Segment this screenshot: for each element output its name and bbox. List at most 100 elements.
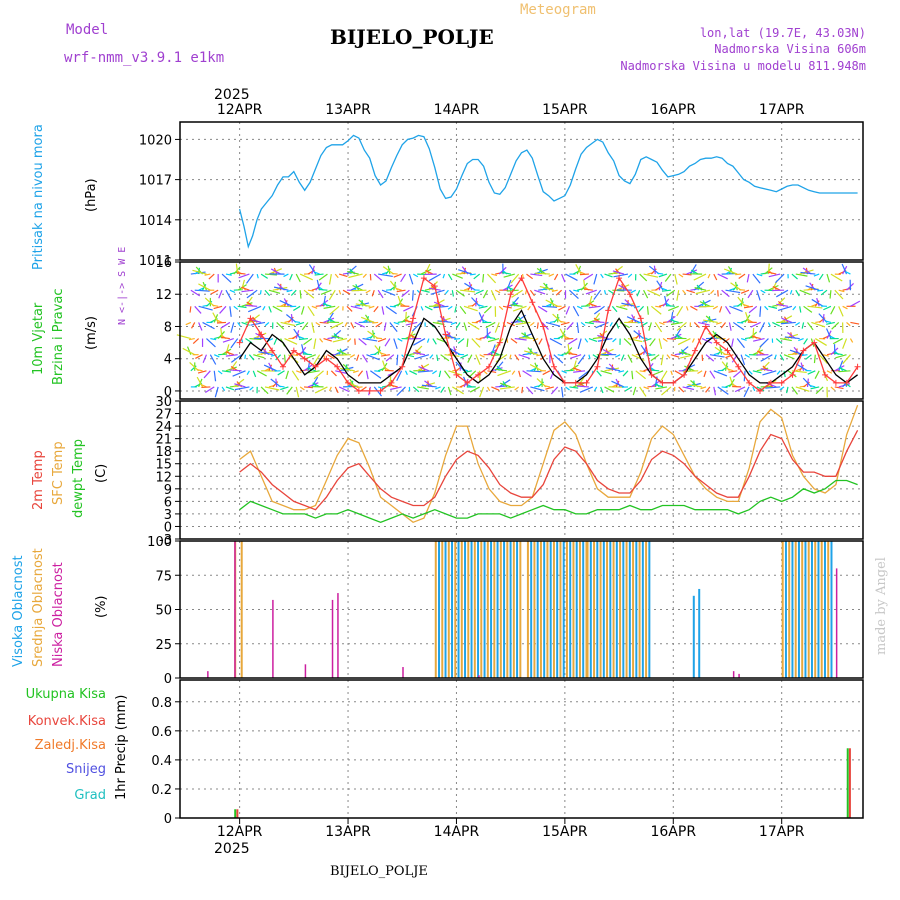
wind-arrow [373, 273, 383, 281]
wind-arrow [280, 321, 296, 327]
wind-arrow [213, 370, 217, 382]
wind-arrow [305, 354, 316, 360]
wind-arrow [799, 306, 802, 313]
wind-arrow [401, 289, 410, 298]
wind-direction-marker [366, 387, 373, 394]
wind-arrow [411, 290, 414, 301]
wind-arrow [542, 305, 558, 308]
wind-arrow [709, 370, 716, 379]
wind-arrow [712, 305, 719, 310]
wind-arrow [307, 305, 315, 317]
mid-cloud-bar [499, 541, 502, 678]
wind-arrow [583, 273, 594, 281]
wind-arrow [661, 287, 668, 291]
wind-arrow [612, 270, 625, 275]
wind-arrow [396, 289, 406, 293]
high-cloud-bar [830, 541, 833, 678]
wind-arrow [768, 305, 778, 309]
wind-arrow [420, 289, 430, 293]
wind-arrow [756, 350, 765, 356]
wind-arrow [626, 316, 640, 323]
wind-arrow [483, 305, 492, 314]
wind-arrow [229, 289, 236, 293]
high-cloud-bar [609, 541, 612, 678]
precip-total-label: Ukupna Kisa [26, 687, 106, 702]
wind-arrow [691, 338, 695, 343]
high-cloud-bar [804, 541, 807, 678]
wind-arrow [759, 322, 766, 333]
temp-tick-label: 15 [155, 458, 172, 473]
wind-arrow [519, 337, 535, 340]
wind-arrow [182, 347, 196, 356]
wind-arrow [764, 305, 769, 311]
year-bottom: 2025 [214, 841, 250, 857]
wind-arrow [506, 338, 509, 343]
wind-arrow [397, 338, 403, 342]
wind-arrow [190, 322, 196, 329]
wind-arrow [473, 273, 481, 280]
wind-arrow [795, 363, 808, 372]
temp-tick-label: 9 [164, 483, 172, 498]
wind-arrow [545, 321, 561, 327]
wind-arrow [314, 271, 320, 275]
wind-arrow [256, 370, 267, 377]
wind-arrow [611, 380, 625, 388]
wind-arrow [826, 321, 835, 325]
wind-arrow [752, 370, 762, 374]
wind-arrow [620, 354, 625, 361]
wind-arrow [201, 384, 207, 388]
wind-arrow [198, 283, 211, 291]
wind-arrow [302, 353, 312, 356]
wind-arrow [188, 337, 195, 341]
wind-arrow [555, 289, 563, 296]
wind-arrow [537, 381, 545, 388]
wind-arrow [475, 289, 484, 295]
wind-arrow [408, 273, 414, 285]
wind-arrow [497, 370, 512, 377]
wind-arrow [395, 287, 402, 291]
wind-arrow [825, 328, 832, 339]
wind-arrow [417, 386, 429, 390]
cloud-tick-label: 25 [155, 638, 172, 653]
wind-arrow [318, 273, 328, 281]
wind-arrow [731, 338, 734, 347]
wind-arrow [355, 303, 371, 307]
wind-arrow [366, 354, 380, 361]
wind-arrow [330, 321, 344, 330]
wind-arrow [631, 370, 634, 380]
cloud-tick-label: 75 [155, 569, 172, 584]
wind-arrow [613, 273, 629, 278]
wind-arrow [737, 321, 744, 324]
wind-direction-marker [279, 363, 286, 370]
temp-tick-label: 3 [164, 508, 172, 523]
wind-arrow [278, 385, 285, 388]
wind-arrow [728, 370, 738, 373]
wind-arrow [319, 338, 324, 343]
wind-arrow [221, 273, 232, 283]
wind-arrow [605, 367, 621, 372]
cloud-tick-label: 0 [164, 672, 172, 687]
wind-arrow [438, 370, 442, 378]
wind-arrow [327, 354, 335, 360]
wind-arrow [739, 289, 746, 291]
wind-arrow [391, 272, 398, 275]
low-cloud-bar [304, 664, 307, 678]
wind-arrow [643, 289, 649, 299]
wind-arrow [795, 348, 798, 355]
wind-arrow [466, 338, 469, 347]
wind-arrow [467, 284, 473, 291]
wind-arrow [526, 273, 533, 280]
wind-arrow [510, 338, 518, 344]
wind-arrow [486, 386, 491, 392]
wind-arrow [576, 385, 589, 388]
sfc-temp-line [239, 404, 859, 524]
wind-arrow [795, 289, 800, 297]
wind-arrow [328, 273, 332, 285]
wind-arrow [725, 270, 731, 275]
wind-arrow [409, 334, 418, 340]
wind-arrow [381, 306, 385, 315]
wind-arrow [775, 338, 783, 344]
wind-arrow [842, 305, 848, 310]
wind-arrow [783, 354, 795, 360]
wind-direction-marker [800, 347, 807, 354]
